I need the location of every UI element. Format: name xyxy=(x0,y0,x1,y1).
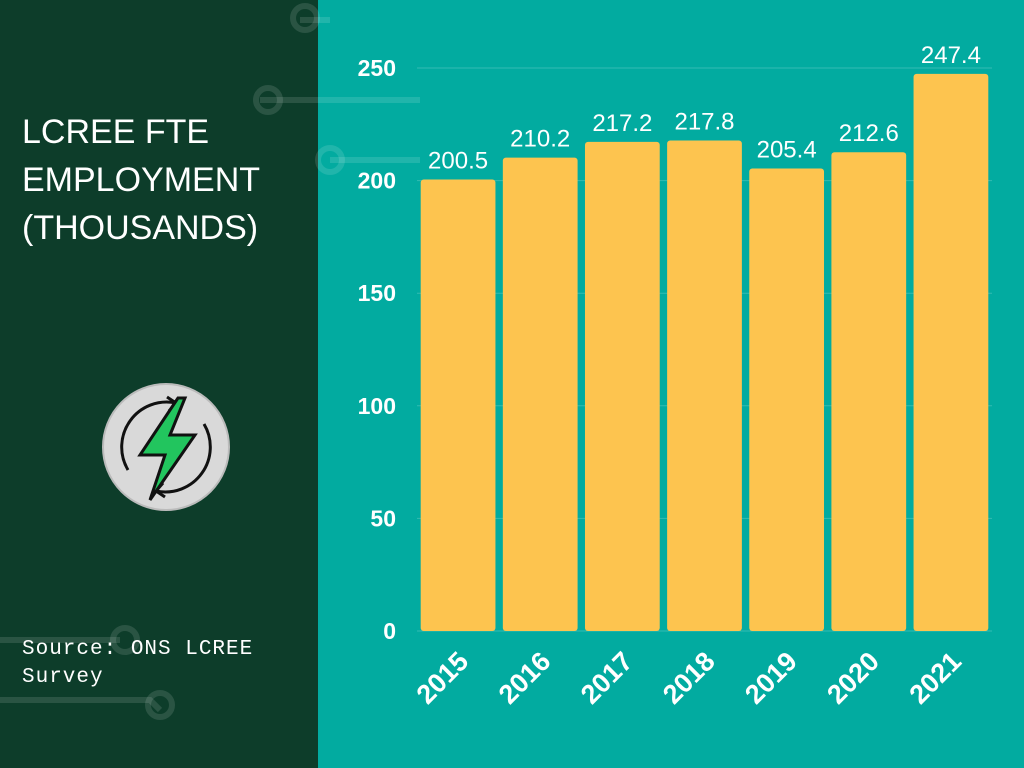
data-label: 205.4 xyxy=(757,136,817,163)
source-note: Source: ONS LCREE Survey xyxy=(22,638,254,689)
data-label: 247.4 xyxy=(921,42,981,69)
bar xyxy=(913,73,989,631)
y-tick-label: 150 xyxy=(358,280,396,306)
bar xyxy=(420,179,496,631)
y-tick-label: 0 xyxy=(383,618,396,644)
y-tick-label: 250 xyxy=(358,55,396,81)
data-label: 200.5 xyxy=(428,147,488,174)
circuit-decoration xyxy=(0,3,420,720)
icon xyxy=(102,383,230,511)
y-tick-label: 100 xyxy=(358,393,396,419)
y-tick-label: 200 xyxy=(358,168,396,194)
bar xyxy=(502,157,578,632)
data-label: 217.2 xyxy=(592,110,652,137)
bar xyxy=(667,140,742,631)
data-label: 217.8 xyxy=(674,109,734,136)
bar xyxy=(584,141,660,631)
bar xyxy=(749,168,825,631)
bar xyxy=(831,152,907,631)
data-label: 212.6 xyxy=(839,120,899,147)
chart-title: LCREE FTE EMPLOYMENT (THOUSANDS) xyxy=(22,113,260,247)
data-label: 210.2 xyxy=(510,126,570,153)
y-tick-label: 50 xyxy=(370,505,396,531)
